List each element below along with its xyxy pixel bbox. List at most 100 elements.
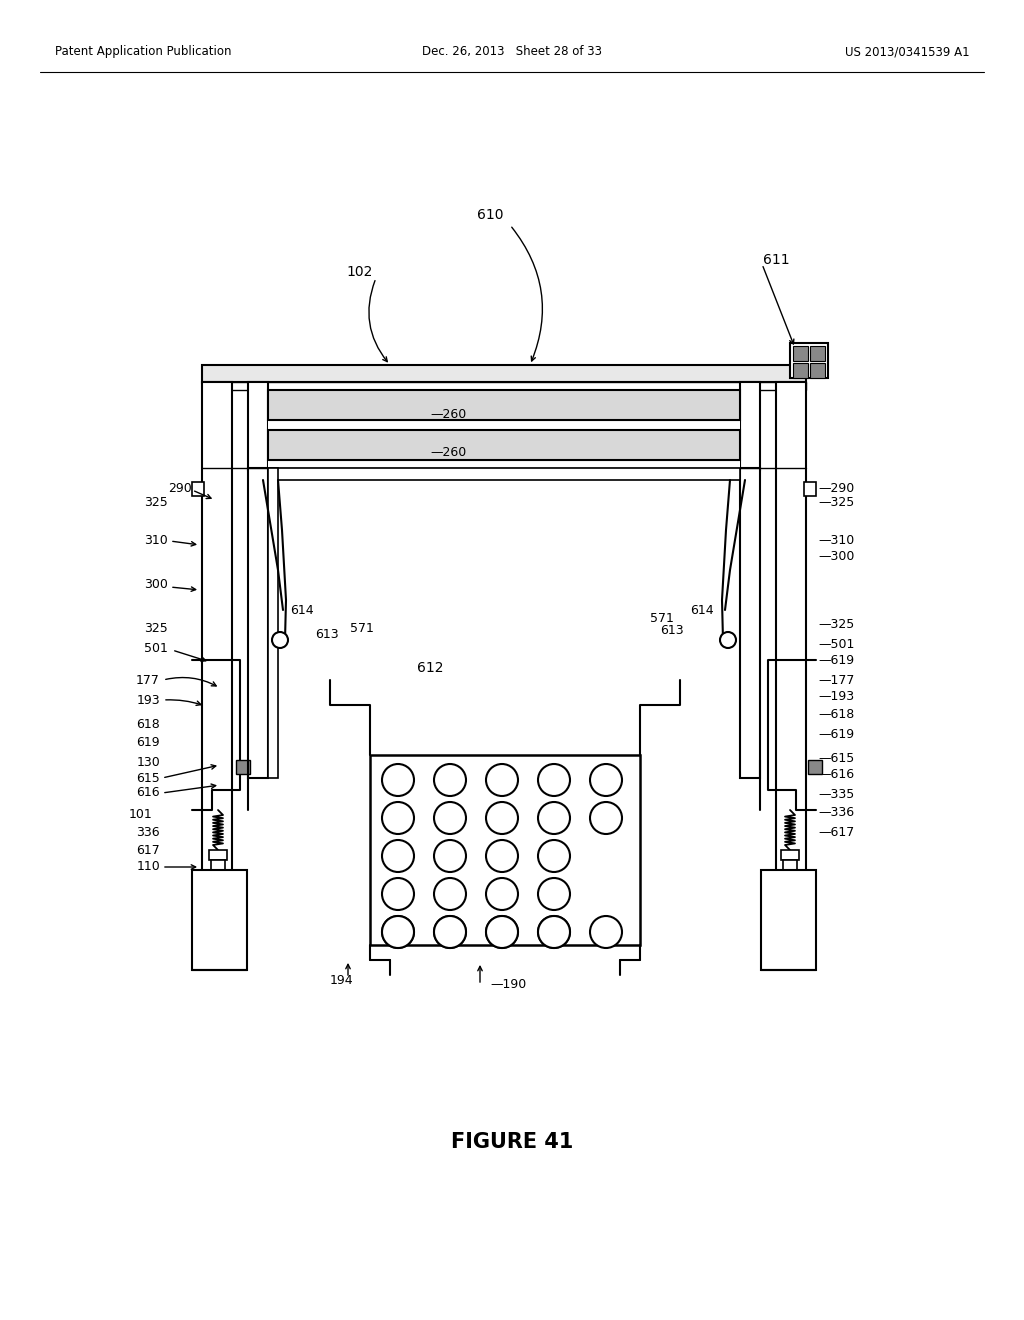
- Text: —619: —619: [818, 653, 854, 667]
- Text: —260: —260: [430, 446, 466, 458]
- Text: —290: —290: [818, 482, 854, 495]
- Circle shape: [434, 764, 466, 796]
- Bar: [808, 760, 822, 774]
- Bar: [268, 389, 740, 420]
- Text: 610: 610: [477, 209, 503, 222]
- Circle shape: [538, 840, 570, 873]
- Bar: [740, 469, 760, 777]
- Text: 130: 130: [136, 755, 160, 768]
- Text: —325: —325: [818, 619, 854, 631]
- Circle shape: [538, 878, 570, 909]
- Circle shape: [382, 840, 414, 873]
- Text: —193: —193: [818, 689, 854, 702]
- Bar: [793, 346, 808, 360]
- Text: US 2013/0341539 A1: US 2013/0341539 A1: [846, 45, 970, 58]
- Text: 614: 614: [290, 603, 313, 616]
- Bar: [761, 870, 816, 970]
- Circle shape: [720, 632, 736, 648]
- Circle shape: [538, 803, 570, 834]
- Text: —335: —335: [818, 788, 854, 801]
- Text: —260: —260: [430, 408, 466, 421]
- Text: 110: 110: [136, 861, 160, 874]
- Bar: [248, 469, 268, 777]
- Circle shape: [590, 803, 622, 834]
- Bar: [268, 430, 740, 459]
- Text: —310: —310: [818, 533, 854, 546]
- Bar: [810, 363, 825, 378]
- Circle shape: [486, 764, 518, 796]
- Circle shape: [382, 916, 414, 948]
- Text: FIGURE 41: FIGURE 41: [451, 1133, 573, 1152]
- Bar: [804, 482, 816, 496]
- Circle shape: [590, 764, 622, 796]
- Text: 194: 194: [330, 974, 353, 986]
- Circle shape: [590, 916, 622, 948]
- Bar: [202, 381, 232, 962]
- Text: 618: 618: [136, 718, 160, 731]
- Circle shape: [382, 878, 414, 909]
- Bar: [248, 381, 268, 470]
- Circle shape: [434, 840, 466, 873]
- Bar: [740, 381, 760, 470]
- Text: 615: 615: [136, 771, 160, 784]
- Text: —325: —325: [818, 496, 854, 510]
- Text: —619: —619: [818, 729, 854, 742]
- Text: 612: 612: [417, 661, 443, 675]
- Text: 193: 193: [136, 693, 160, 706]
- Circle shape: [486, 878, 518, 909]
- Circle shape: [382, 916, 414, 948]
- Bar: [268, 420, 740, 440]
- Text: —615: —615: [818, 751, 854, 764]
- Circle shape: [486, 803, 518, 834]
- Circle shape: [538, 916, 570, 948]
- Circle shape: [486, 916, 518, 948]
- Text: 571: 571: [350, 622, 374, 635]
- Text: —190: —190: [490, 978, 526, 991]
- Text: —177: —177: [818, 673, 854, 686]
- Circle shape: [486, 916, 518, 948]
- Text: 571: 571: [650, 611, 674, 624]
- Text: 290: 290: [168, 482, 193, 495]
- Circle shape: [272, 632, 288, 648]
- Text: 325: 325: [144, 496, 168, 510]
- Text: 613: 613: [315, 628, 339, 642]
- Bar: [202, 366, 806, 383]
- Text: —618: —618: [818, 709, 854, 722]
- Text: Patent Application Publication: Patent Application Publication: [55, 45, 231, 58]
- Bar: [790, 343, 828, 378]
- Bar: [783, 861, 797, 878]
- Circle shape: [538, 764, 570, 796]
- Text: —616: —616: [818, 768, 854, 781]
- Text: —617: —617: [818, 825, 854, 838]
- Circle shape: [382, 764, 414, 796]
- Circle shape: [434, 916, 466, 948]
- Bar: [268, 469, 278, 777]
- Text: 101: 101: [128, 808, 152, 821]
- Bar: [810, 346, 825, 360]
- Text: 177: 177: [136, 673, 160, 686]
- Circle shape: [486, 840, 518, 873]
- Bar: [793, 363, 808, 378]
- Circle shape: [434, 916, 466, 948]
- Circle shape: [434, 878, 466, 909]
- Bar: [193, 870, 247, 970]
- Bar: [268, 459, 740, 480]
- Circle shape: [434, 803, 466, 834]
- Bar: [236, 760, 250, 774]
- Text: 300: 300: [144, 578, 168, 591]
- Bar: [781, 850, 799, 861]
- Bar: [209, 850, 227, 861]
- Bar: [370, 755, 640, 945]
- Circle shape: [382, 803, 414, 834]
- Text: 614: 614: [690, 603, 714, 616]
- Text: 102: 102: [347, 265, 373, 279]
- Text: 613: 613: [660, 623, 684, 636]
- Circle shape: [538, 916, 570, 948]
- Text: 616: 616: [136, 787, 160, 800]
- Text: —300: —300: [818, 549, 854, 562]
- Text: —336: —336: [818, 805, 854, 818]
- Text: 501: 501: [144, 642, 168, 655]
- Bar: [268, 469, 740, 480]
- Bar: [202, 381, 806, 389]
- Text: 611: 611: [763, 253, 790, 267]
